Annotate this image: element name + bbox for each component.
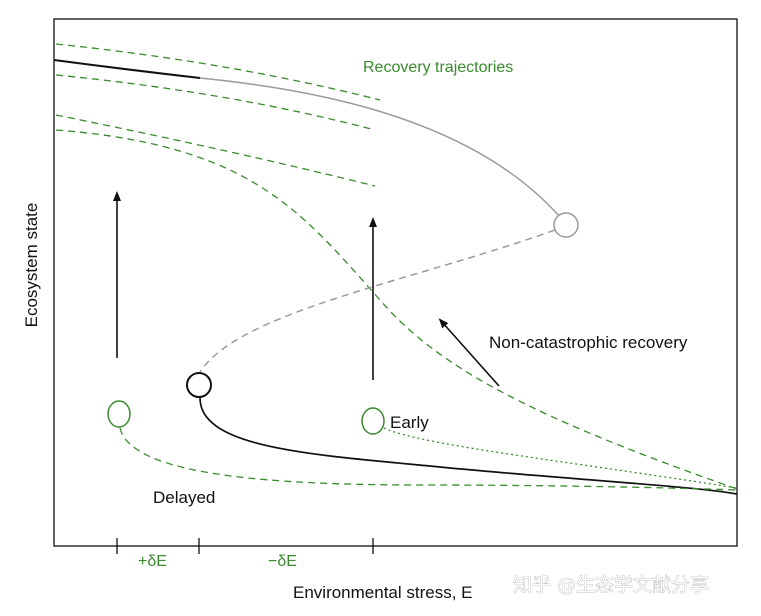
delayed-start-point: [107, 400, 131, 428]
trajectory-line-3: [55, 114, 376, 187]
watermark-text: 知乎 @生态学文献分享: [513, 574, 709, 596]
unstable-branch: [199, 225, 567, 373]
trajectory-line-2: [55, 74, 376, 131]
recovery-trajectories-label: Recovery trajectories: [363, 59, 513, 76]
upper-stable-branch-grey: [199, 77, 567, 225]
trajectory-line-1: [55, 43, 381, 101]
early-label: Early: [390, 413, 429, 432]
x-axis-title: Environmental stress, E: [293, 583, 473, 602]
plot-frame: [53, 18, 738, 547]
non-catastrophic-recovery-label: Non-catastrophic recovery: [489, 333, 688, 352]
delayed-trajectory: [119, 427, 738, 491]
non-catastrophic-arrow: [438, 318, 500, 387]
early-start-point: [361, 407, 385, 435]
upper-stable-branch: [53, 59, 201, 79]
delayed-label: Delayed: [153, 488, 215, 507]
recovery-trajectories-lower: [119, 427, 738, 491]
plus-delta-e-label: +δE: [138, 553, 167, 570]
early-trajectory: [383, 427, 738, 489]
lower-fold-point: [186, 372, 212, 398]
trajectory-line-4: [55, 129, 741, 491]
recovery-trajectories-upper: [55, 43, 741, 491]
upper-fold-point: [553, 212, 579, 238]
x-axis-ticks: [116, 538, 374, 554]
lower-stable-branch: [199, 397, 738, 495]
minus-delta-e-label: −δE: [268, 553, 297, 570]
y-axis-title: Ecosystem state: [22, 203, 41, 328]
